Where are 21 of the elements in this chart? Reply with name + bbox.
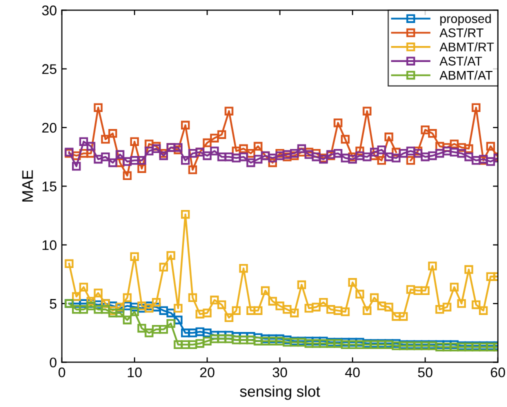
legend-label: ABMT/AT: [440, 70, 492, 80]
x-tick-label: 20: [200, 367, 214, 378]
x-tick-label: 0: [58, 367, 66, 378]
x-axis-title: sensing slot: [240, 386, 320, 400]
legend-label: AST/AT: [440, 56, 482, 66]
x-tick-label: 60: [490, 367, 506, 378]
x-tick-label: 50: [418, 367, 432, 378]
y-axis-title: MAE: [22, 170, 33, 202]
y-tick-label: 20: [42, 122, 56, 133]
y-tick-label: 0: [50, 358, 56, 368]
y-tick-label: 15: [42, 182, 56, 192]
y-tick-label: 30: [42, 6, 56, 16]
legend-label: ABMT/RT: [440, 42, 494, 52]
y-tick-label: 5: [50, 299, 56, 309]
x-tick-label: 40: [345, 367, 360, 378]
y-tick-label: 25: [42, 64, 56, 74]
legend-label: proposed: [440, 14, 491, 26]
x-tick-label: 30: [272, 367, 288, 378]
y-tick-label: 10: [42, 240, 56, 250]
x-tick-label: 10: [128, 367, 142, 378]
legend-label: AST/RT: [440, 28, 484, 38]
